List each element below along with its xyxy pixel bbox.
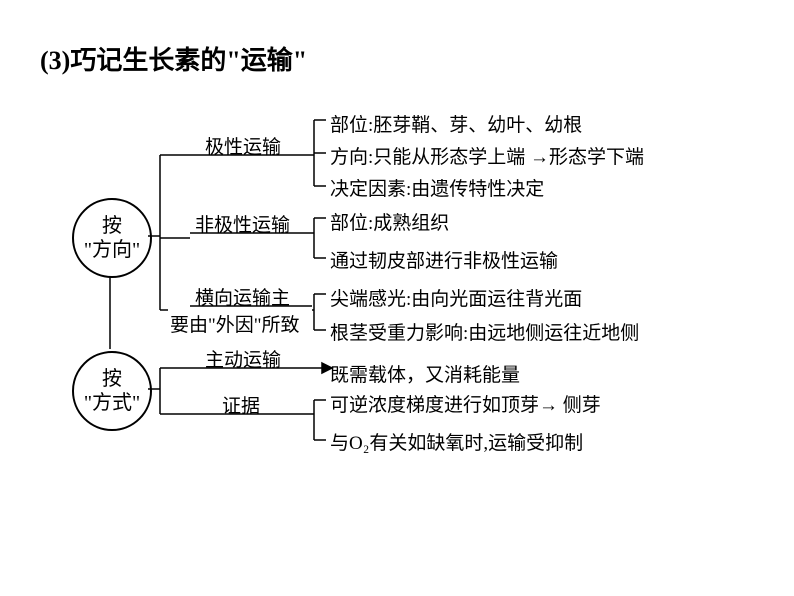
leaf-lateral-2: 根茎受重力影响:由远地侧运往近地侧 [330, 318, 639, 345]
page-title: (3)巧记生长素的"运输" [40, 40, 307, 77]
leaf-nonpolar-1: 部位:成熟组织 [330, 208, 449, 235]
node-method-l1: 按 [102, 367, 122, 391]
leaf-evidence-2: 与O₂有关如缺氧时,运输受抑制 [330, 428, 583, 455]
leaf-polar-1: 部位:胚芽鞘、芽、幼叶、幼根 [330, 110, 582, 137]
leaf-active-1: 既需载体，又消耗能量 [330, 360, 520, 387]
node-direction-l1: 按 [102, 214, 122, 238]
branch-nonpolar: 非极性运输 [195, 210, 290, 237]
leaf-evidence-1: 可逆浓度梯度进行如顶芽→ 侧芽 [330, 390, 601, 417]
leaf-lateral-1: 尖端感光:由向光面运往背光面 [330, 284, 582, 311]
node-direction: 按 "方向" [72, 198, 152, 278]
branch-evidence: 证据 [222, 391, 260, 418]
leaf-polar-2: 方向:只能从形态学上端 →形态学下端 [330, 142, 644, 169]
branch-active: 主动运输 [205, 345, 281, 372]
branch-polar: 极性运输 [205, 132, 281, 159]
leaf-nonpolar-2: 通过韧皮部进行非极性运输 [330, 246, 558, 273]
branch-lateral-l1: 横向运输主 [195, 283, 290, 310]
leaf-polar-3: 决定因素:由遗传特性决定 [330, 174, 544, 201]
node-method: 按 "方式" [72, 351, 152, 431]
node-method-l2: "方式" [84, 391, 140, 415]
branch-lateral-l2: 要由"外因"所致 [170, 310, 300, 337]
node-direction-l2: "方向" [84, 238, 140, 262]
